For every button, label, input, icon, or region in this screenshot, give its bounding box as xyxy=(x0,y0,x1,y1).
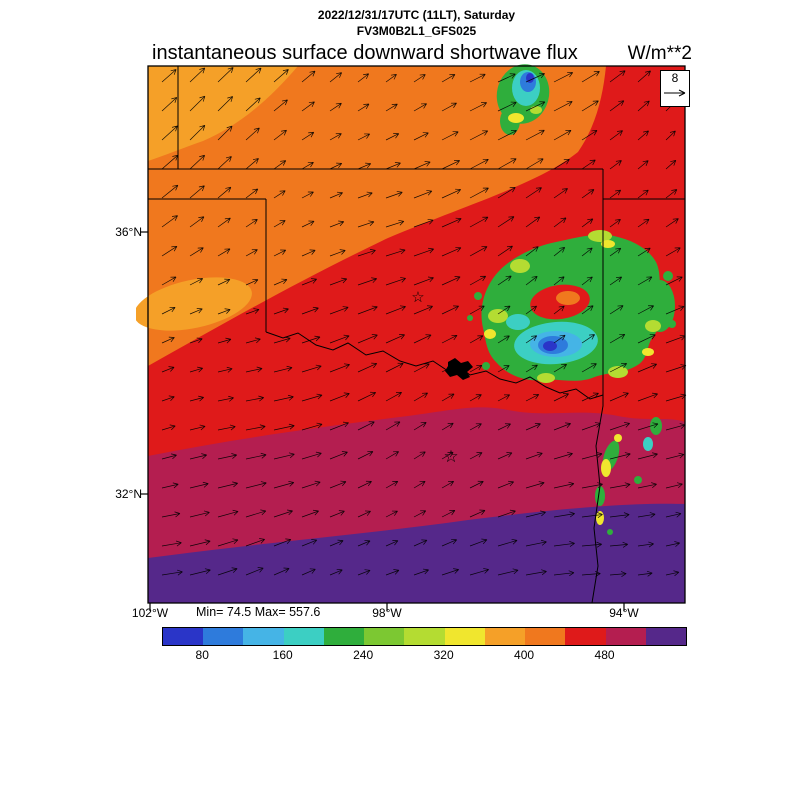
minmax-label: Min= 74.5 Max= 557.6 xyxy=(196,605,321,619)
lon-label-94w: 94°W xyxy=(609,606,639,620)
lat-label-36n: 36°N xyxy=(115,225,142,239)
colorbar-segment xyxy=(565,628,606,645)
star-marker: ☆ xyxy=(443,447,458,466)
colorbar-segment xyxy=(203,628,244,645)
colorbar-segment xyxy=(243,628,284,645)
lat-label-32n: 32°N xyxy=(115,487,142,501)
colorbar xyxy=(162,627,687,646)
colorbar-segment xyxy=(525,628,566,645)
datetime-title: 2022/12/31/17UTC (11LT), Saturday xyxy=(317,8,516,22)
colorbar-tick: 240 xyxy=(353,648,374,662)
lon-label-102w: 102°W xyxy=(131,606,169,620)
colorbar-segment xyxy=(283,628,324,645)
colorbar-tick-labels: 80 160 240 320 400 480 xyxy=(162,648,685,664)
lake-marker xyxy=(445,358,473,380)
lon-label-98w: 98°W xyxy=(372,606,402,620)
reference-vector-arrow xyxy=(664,89,686,97)
colorbar-tick: 80 xyxy=(195,648,209,662)
colorbar-segment xyxy=(323,628,365,645)
colorbar-segment xyxy=(484,628,526,645)
colorbar-segment xyxy=(364,628,405,645)
colorbar-segment xyxy=(444,628,485,645)
model-title: FV3M0B2L1_GFS025 xyxy=(356,24,477,38)
colorbar-tick: 160 xyxy=(272,648,293,662)
reference-vector-box: 8 xyxy=(660,70,690,107)
colorbar-segment xyxy=(404,628,445,645)
colorbar-segment xyxy=(645,628,687,645)
map-frame xyxy=(147,65,686,604)
colorbar-tick: 320 xyxy=(433,648,454,662)
axis-ticks xyxy=(140,231,625,611)
chart-title: instantaneous surface downward shortwave… xyxy=(152,42,578,64)
colorbar-tick: 480 xyxy=(594,648,615,662)
star-marker: ☆ xyxy=(411,289,424,306)
wind-quiver xyxy=(161,67,687,577)
colorbar-tick: 400 xyxy=(514,648,535,662)
units-label: W/m**2 xyxy=(627,43,692,64)
reference-vector-value: 8 xyxy=(671,71,679,85)
colorbar-segment xyxy=(605,628,646,645)
flux-map-plot: ☆☆ xyxy=(136,64,687,611)
colorbar-segment xyxy=(163,628,204,645)
